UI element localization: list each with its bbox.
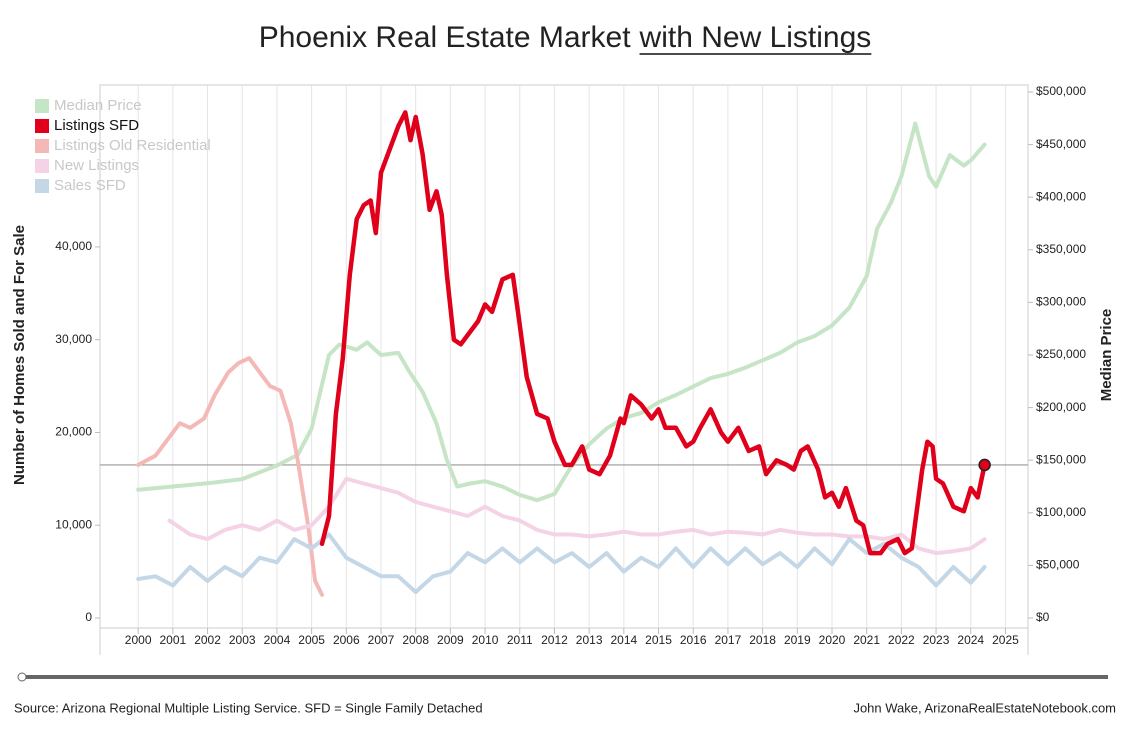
- y2-tick-label: $450,000: [1036, 137, 1086, 151]
- series-line: [319, 110, 987, 556]
- x-tick-label: 2016: [680, 633, 707, 647]
- y2-tick-label: $250,000: [1036, 347, 1086, 361]
- legend-swatch: [35, 159, 49, 173]
- plot-frame: [99, 84, 1029, 629]
- x-tick-label: 2001: [160, 633, 187, 647]
- x-tick-label: 2011: [507, 633, 533, 647]
- y2-tick-label: $400,000: [1036, 189, 1086, 203]
- x-tick-label: 2022: [888, 633, 915, 647]
- x-tick-label: 2023: [923, 633, 950, 647]
- y-tick-label: 20,000: [55, 425, 92, 439]
- x-tick-label: 2020: [819, 633, 846, 647]
- x-tick-label: 2019: [784, 633, 811, 647]
- legend-label: Listings Old Residential: [54, 137, 211, 154]
- x-tick-label: 2015: [645, 633, 672, 647]
- x-tick-label: 2013: [576, 633, 603, 647]
- x-tick-label: 2009: [437, 633, 464, 647]
- title-group: Phoenix Real Estate Market with New List…: [259, 21, 872, 55]
- y2-tick-label: $150,000: [1036, 452, 1086, 466]
- x-tick-label: 2002: [194, 633, 221, 647]
- y-tick-label: 40,000: [55, 239, 92, 253]
- series-line: [136, 121, 987, 503]
- y-tick-label: 10,000: [55, 517, 92, 531]
- y2-tick-label: $0: [1036, 610, 1050, 624]
- x-tick-label: 2003: [229, 633, 256, 647]
- y2-tick-label: $350,000: [1036, 242, 1086, 256]
- slider-handle[interactable]: [17, 672, 27, 682]
- x-tick-label: 2025: [992, 633, 1019, 647]
- x-tick-label: 2006: [333, 633, 360, 647]
- y2-tick-label: $50,000: [1036, 558, 1080, 572]
- legend-swatch: [35, 99, 49, 113]
- x-tick-label: 2004: [264, 633, 291, 647]
- legend-swatch: [35, 139, 49, 153]
- x-tick-label: 2017: [715, 633, 742, 647]
- credit-note: John Wake, ArizonaRealEstateNotebook.com: [853, 700, 1116, 715]
- x-tick-label: 2005: [298, 633, 325, 647]
- y2-tick-label: $500,000: [1036, 84, 1086, 98]
- legend-label: Listings SFD: [54, 117, 139, 134]
- source-note: Source: Arizona Regional Multiple Listin…: [14, 700, 483, 715]
- y-tick-label: 30,000: [55, 332, 92, 346]
- x-tick-label: 2008: [402, 633, 429, 647]
- series-line: [136, 356, 324, 597]
- x-tick-label: 2010: [472, 633, 499, 647]
- last-point: [978, 458, 991, 472]
- y2-tick-label: $100,000: [1036, 505, 1086, 519]
- x-tick-label: 2000: [125, 633, 152, 647]
- x-tick-label: 2012: [541, 633, 568, 647]
- legend-swatch: [35, 179, 49, 193]
- x-tick-label: 2021: [853, 633, 880, 647]
- chart-title: Phoenix Real Estate Market: [259, 21, 632, 54]
- x-tick-label: 2014: [610, 633, 637, 647]
- y-tick-label: 0: [85, 610, 92, 624]
- legend-swatch: [35, 119, 49, 133]
- chart-title-underlined: with New Listings: [639, 21, 872, 54]
- x-tick-label: 2018: [749, 633, 776, 647]
- legend: Median Price Listings SFD Listings Old Res…: [35, 97, 211, 194]
- series-line: [167, 476, 987, 556]
- y2-tick-label: $300,000: [1036, 295, 1086, 309]
- x-tick-label: 2024: [957, 633, 984, 647]
- x-tick-label: 2007: [368, 633, 395, 647]
- y2-axis-label: Median Price: [1098, 309, 1115, 402]
- legend-label: Sales SFD: [54, 177, 126, 194]
- y2-tick-label: $200,000: [1036, 400, 1086, 414]
- legend-label: Median Price: [54, 97, 142, 114]
- series-line: [136, 532, 987, 594]
- legend-label: New Listings: [54, 157, 139, 174]
- y-axis-label: Number of Homes Sold and For Sale: [11, 225, 28, 485]
